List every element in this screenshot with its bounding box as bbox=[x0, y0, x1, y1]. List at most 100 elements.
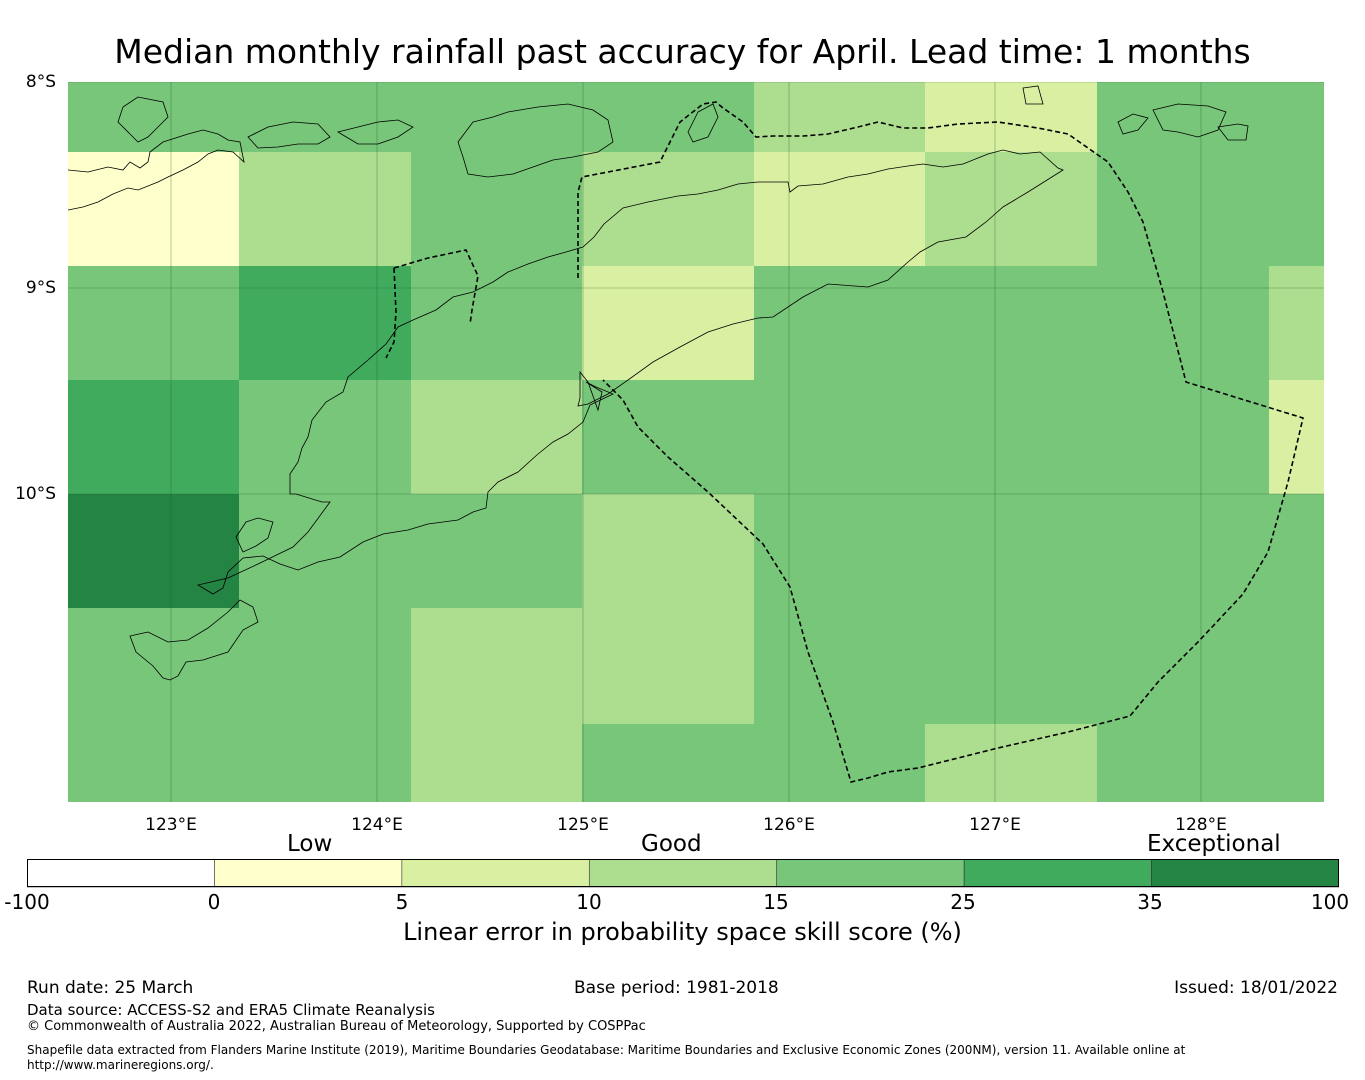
grid-cell bbox=[1269, 266, 1324, 380]
grid-cell bbox=[925, 724, 1097, 802]
grid-cell bbox=[411, 724, 582, 802]
grid-cell bbox=[1097, 494, 1269, 608]
grid-cell bbox=[754, 266, 925, 380]
alor-island-outline bbox=[457, 103, 614, 178]
grid-cell bbox=[925, 266, 1097, 380]
grid-cell bbox=[754, 82, 925, 152]
grid-cell bbox=[239, 152, 411, 266]
colorbar-segment bbox=[776, 859, 965, 888]
grid-cell bbox=[925, 380, 1097, 494]
grid-cell bbox=[925, 494, 1097, 608]
issued-date: Issued: 18/01/2022 bbox=[1174, 978, 1338, 998]
copyright: © Commonwealth of Australia 2022, Austra… bbox=[27, 1019, 646, 1034]
grid-cell bbox=[68, 82, 239, 152]
pantar-island-outline bbox=[247, 121, 331, 149]
lon-label-126e: 126°E bbox=[763, 815, 815, 835]
grid-cell bbox=[411, 266, 582, 380]
kisar-island-outline bbox=[1022, 85, 1044, 105]
category-exceptional: Exceptional bbox=[1147, 831, 1281, 857]
grid-cell bbox=[754, 152, 925, 266]
grid-cell bbox=[239, 380, 411, 494]
grid-cell bbox=[411, 494, 582, 608]
category-good: Good bbox=[641, 831, 702, 857]
grid-cell bbox=[925, 608, 1097, 724]
lon-label-123e: 123°E bbox=[145, 815, 197, 835]
grid-cell bbox=[582, 608, 754, 724]
timor-leste-eez-line bbox=[577, 101, 1304, 783]
grid-cell bbox=[411, 152, 582, 266]
colorbar bbox=[27, 859, 1339, 888]
grid-cell bbox=[925, 152, 1097, 266]
grid-cell bbox=[582, 266, 754, 380]
run-date: Run date: 25 March bbox=[27, 978, 194, 998]
grid-cell bbox=[1269, 494, 1324, 608]
grid-cell bbox=[1269, 152, 1324, 266]
eez-boundary bbox=[385, 101, 1304, 783]
colorbar-segment bbox=[214, 859, 403, 888]
grid-cell bbox=[1097, 380, 1269, 494]
chart-title: Median monthly rainfall past accuracy fo… bbox=[114, 32, 1251, 71]
colorbar-segment bbox=[588, 859, 778, 888]
lakor-island-outline bbox=[1217, 123, 1249, 141]
skill-map bbox=[68, 82, 1324, 802]
grid-cell bbox=[1269, 82, 1324, 152]
tick-25: 25 bbox=[950, 890, 976, 914]
colorbar-label: Linear error in probability space skill … bbox=[403, 918, 962, 946]
skill-grid bbox=[68, 82, 1324, 802]
grid-cell bbox=[1097, 608, 1269, 724]
grid-cell bbox=[68, 380, 239, 494]
grid-cell bbox=[239, 724, 411, 802]
lon-label-124e: 124°E bbox=[351, 815, 403, 835]
grid-cell bbox=[1097, 724, 1269, 802]
grid-cell bbox=[68, 266, 239, 380]
atauro-island-outline bbox=[687, 103, 719, 143]
tick-15: 15 bbox=[763, 890, 789, 914]
timor-island-outline bbox=[196, 149, 1064, 595]
tick-5: 5 bbox=[395, 890, 409, 914]
lat-label-9s: 9°S bbox=[25, 278, 56, 298]
tick-0: 0 bbox=[207, 890, 221, 914]
data-source: Data source: ACCESS-S2 and ERA5 Climate … bbox=[27, 1001, 435, 1019]
grid-cell bbox=[754, 608, 925, 724]
grid-cell bbox=[1097, 266, 1269, 380]
colorbar-segment bbox=[27, 859, 215, 888]
tick-10: 10 bbox=[576, 890, 602, 914]
grid-cell bbox=[754, 494, 925, 608]
lon-label-127e: 127°E bbox=[969, 815, 1021, 835]
grid-cell bbox=[582, 724, 754, 802]
grid-cell bbox=[411, 380, 582, 494]
tick-100: 100 bbox=[1310, 890, 1350, 914]
colorbar-segment bbox=[963, 859, 1152, 888]
grid-cell bbox=[754, 380, 925, 494]
lat-label-8s: 8°S bbox=[25, 72, 56, 92]
lon-label-128e: 128°E bbox=[1175, 815, 1227, 835]
base-period: Base period: 1981-2018 bbox=[574, 978, 779, 998]
graticule bbox=[68, 82, 1324, 802]
grid-cell bbox=[68, 152, 239, 266]
grid-cell bbox=[1269, 380, 1324, 494]
colorbar-segment bbox=[1151, 859, 1339, 888]
coastline bbox=[68, 85, 1249, 681]
grid-cell bbox=[1097, 82, 1269, 152]
lat-label-10s: 10°S bbox=[15, 484, 56, 504]
grid-cell bbox=[239, 494, 411, 608]
grid-cell bbox=[68, 494, 239, 608]
colorbar-segment bbox=[401, 859, 590, 888]
grid-cell bbox=[925, 82, 1097, 152]
grid-cell bbox=[1269, 608, 1324, 724]
shapefile-note: Shapefile data extracted from Flanders M… bbox=[27, 1043, 1186, 1072]
tick-35: 35 bbox=[1137, 890, 1163, 914]
grid-cell bbox=[68, 724, 239, 802]
tick-minus-100: -100 bbox=[4, 890, 50, 914]
grid-cell bbox=[582, 494, 754, 608]
grid-cell bbox=[411, 82, 582, 152]
grid-cell bbox=[1269, 724, 1324, 802]
grid-cell bbox=[239, 608, 411, 724]
west-island-outline bbox=[68, 129, 245, 211]
semau-island-outline bbox=[235, 517, 274, 553]
lembata-island-outline bbox=[336, 119, 414, 145]
lon-label-125e: 125°E bbox=[557, 815, 609, 835]
grid-cell bbox=[582, 152, 754, 266]
grid-cell bbox=[239, 266, 411, 380]
leti-island-outline bbox=[1117, 113, 1149, 135]
